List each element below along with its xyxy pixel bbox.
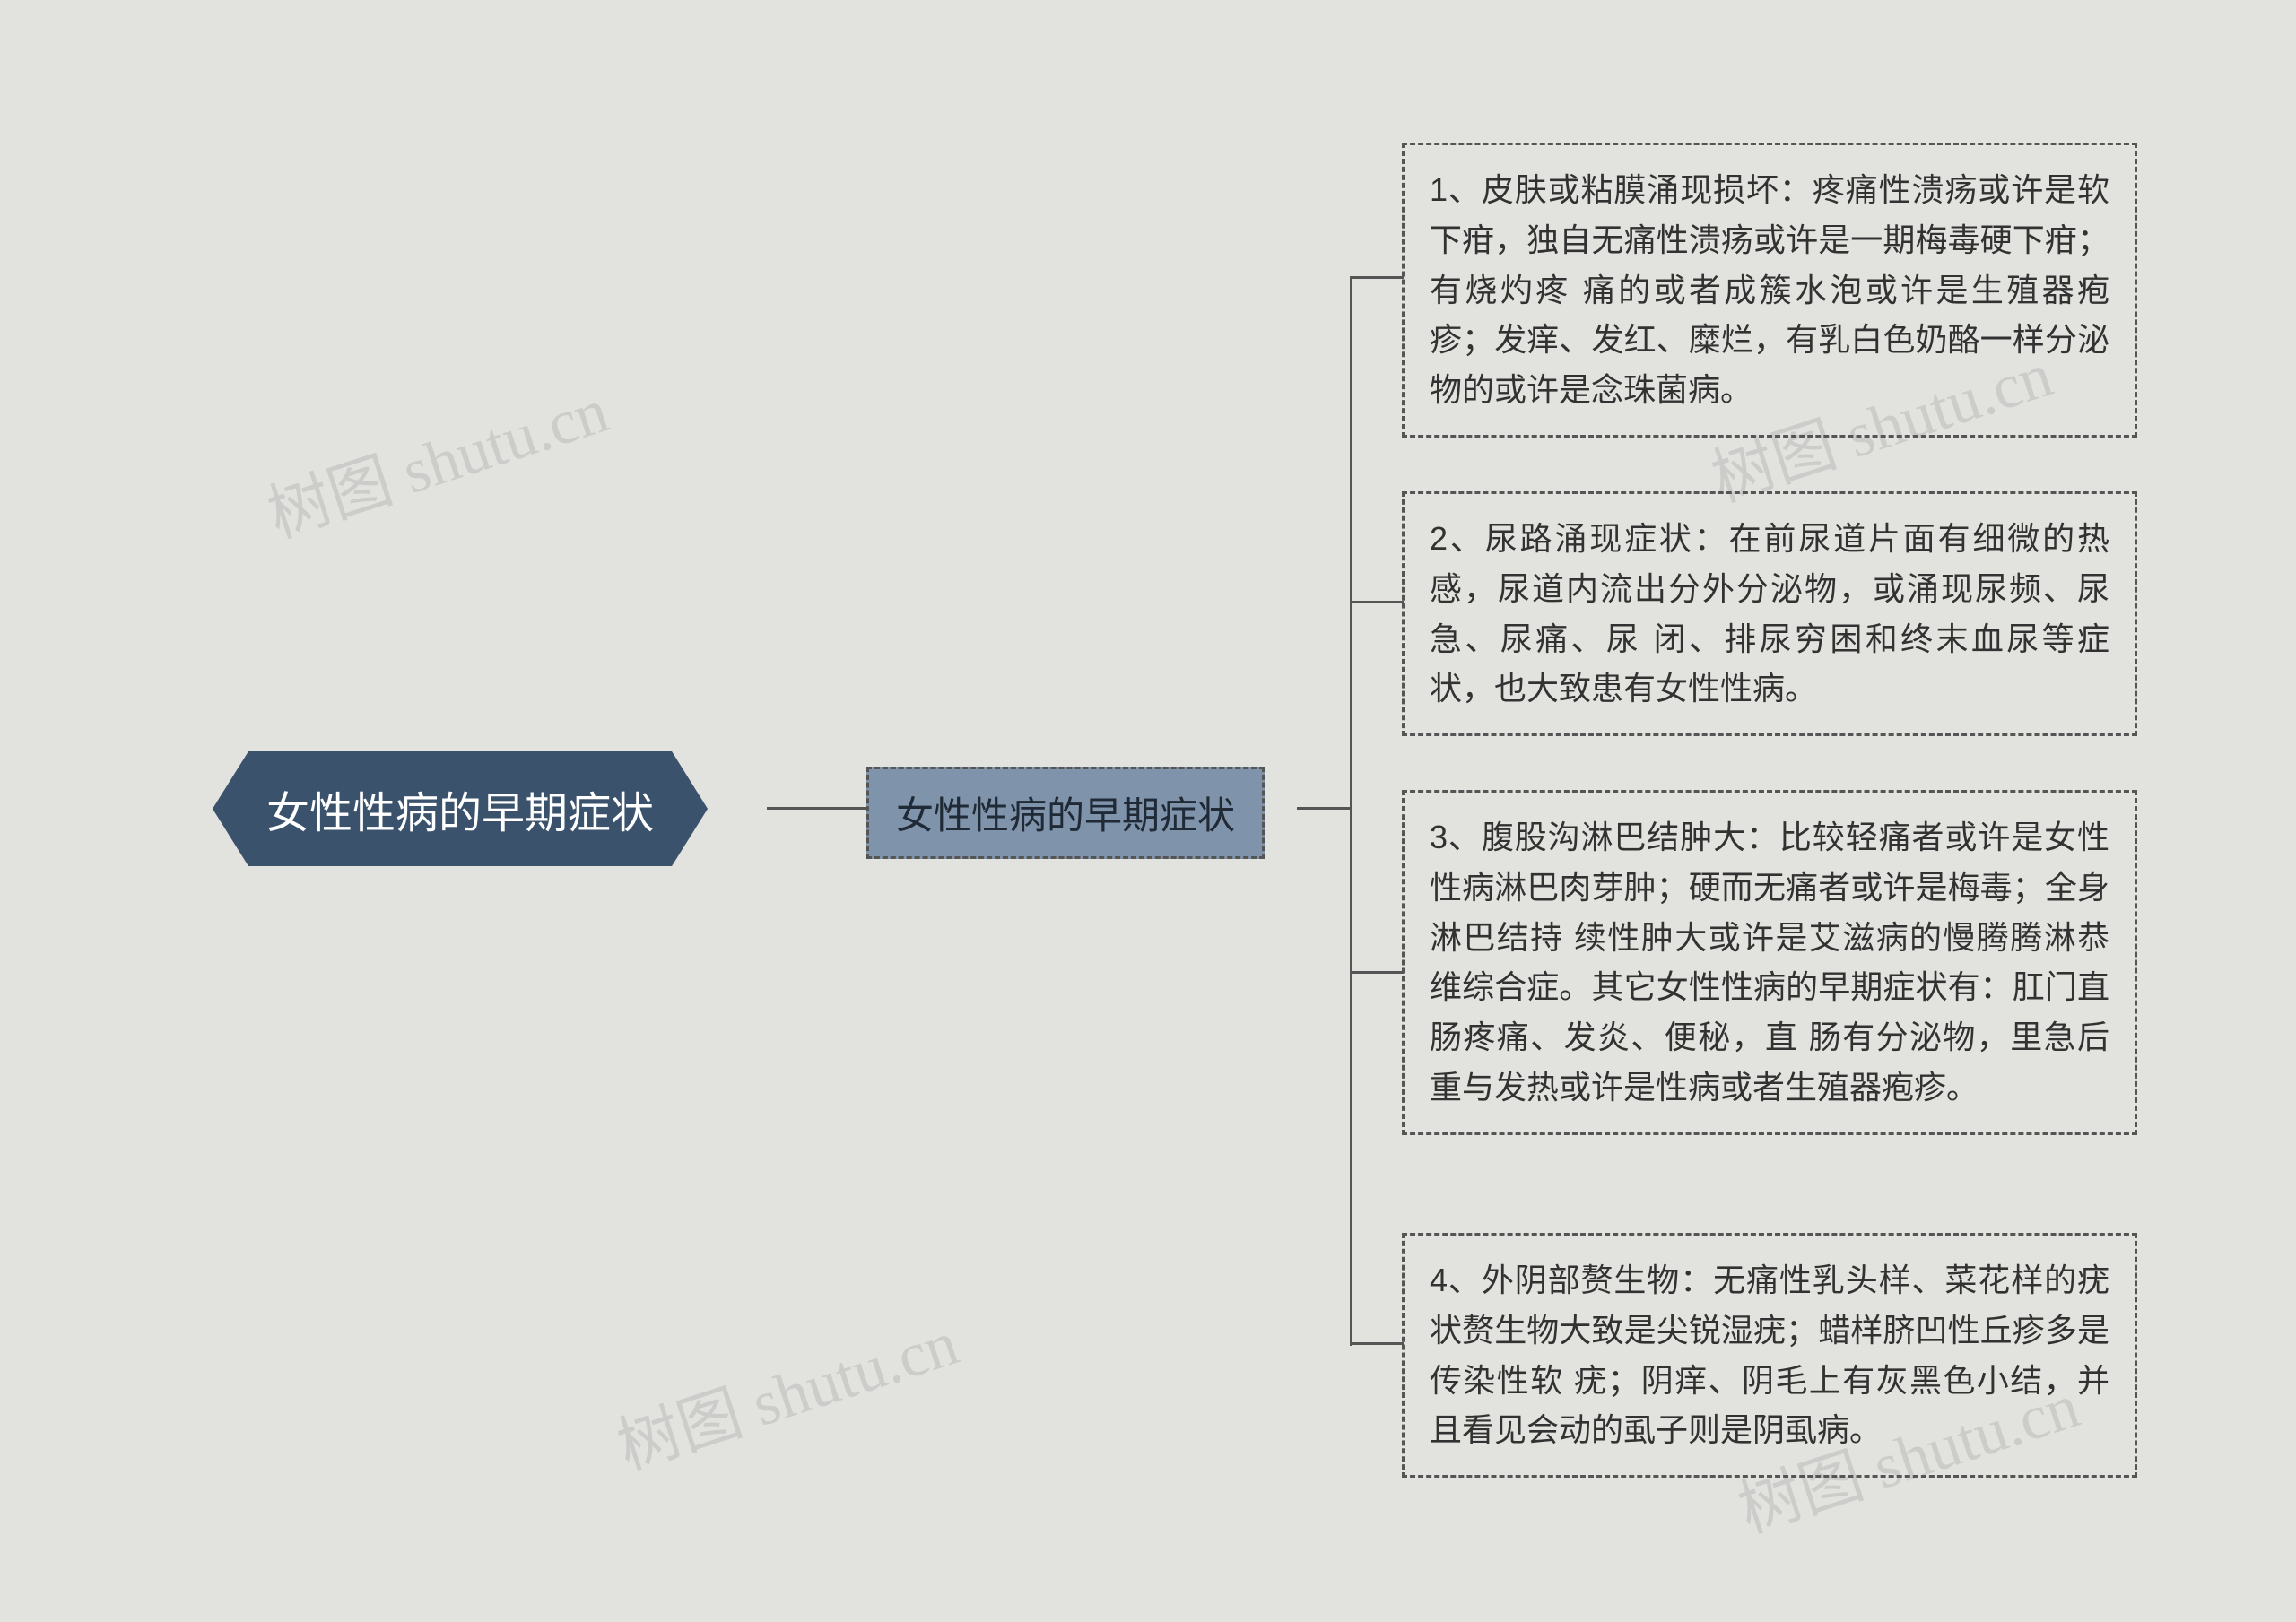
connector-branch <box>1350 971 1404 974</box>
leaf-node-2: 2、尿路涌现症状：在前尿道片面有细微的热感，尿道内流出分外分泌物，或涌现尿频、尿… <box>1402 491 2137 736</box>
diagram-canvas: 树图 shutu.cn 树图 shutu.cn 树图 shutu.cn 树图 s… <box>0 0 2296 1622</box>
leaf-text: 2、尿路涌现症状：在前尿道片面有细微的热感，尿道内流出分外分泌物，或涌现尿频、尿… <box>1430 520 2109 707</box>
watermark: 树图 shutu.cn <box>604 1293 968 1488</box>
secondary-node: 女性性病的早期症状 <box>866 767 1265 859</box>
connector <box>1297 807 1352 810</box>
connector-branch <box>1350 276 1404 279</box>
watermark: 树图 shutu.cn <box>255 360 618 555</box>
leaf-node-3: 3、腹股沟淋巴结肿大：比较轻痛者或许是女性性病淋巴肉芽肿；硬而无痛者或许是梅毒；… <box>1402 790 2137 1135</box>
connector <box>767 807 866 810</box>
root-label: 女性性病的早期症状 <box>266 777 654 840</box>
connector-branch <box>1350 601 1404 603</box>
leaf-text: 3、腹股沟淋巴结肿大：比较轻痛者或许是女性性病淋巴肉芽肿；硬而无痛者或许是梅毒；… <box>1430 819 2109 1106</box>
leaf-text: 4、外阴部赘生物：无痛性乳头样、菜花样的疣状赘生物大致是尖锐湿疣；蜡样脐凹性丘疹… <box>1430 1262 2109 1448</box>
root-node: 女性性病的早期症状 <box>213 751 708 866</box>
connector-branch <box>1350 1342 1404 1345</box>
secondary-label: 女性性病的早期症状 <box>896 785 1235 840</box>
connector-trunk <box>1350 277 1352 1346</box>
leaf-node-4: 4、外阴部赘生物：无痛性乳头样、菜花样的疣状赘生物大致是尖锐湿疣；蜡样脐凹性丘疹… <box>1402 1233 2137 1478</box>
leaf-node-1: 1、皮肤或粘膜涌现损坏：疼痛性溃疡或许是软下疳，独自无痛性溃疡或许是一期梅毒硬下… <box>1402 143 2137 438</box>
leaf-text: 1、皮肤或粘膜涌现损坏：疼痛性溃疡或许是软下疳，独自无痛性溃疡或许是一期梅毒硬下… <box>1430 171 2109 408</box>
